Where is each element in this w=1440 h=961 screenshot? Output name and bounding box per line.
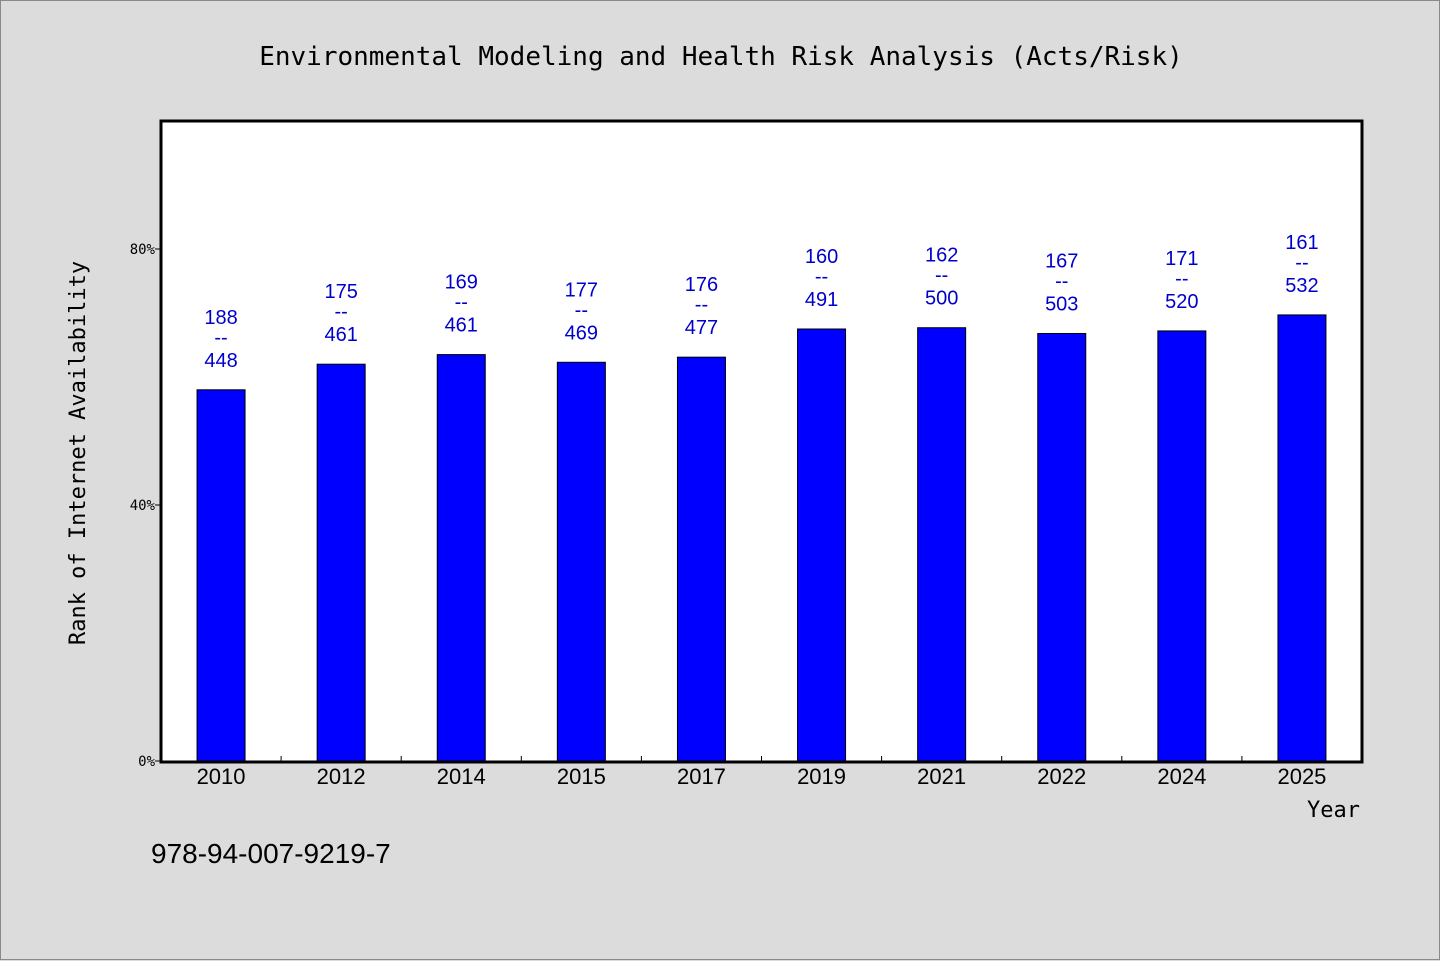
x-tick-label: 2021 [917,764,966,789]
x-tick-label: 2024 [1157,764,1206,789]
data-label-separator: -- [575,299,588,321]
x-tick-label: 2022 [1037,764,1086,789]
y-tick-label: 80% [130,242,156,258]
data-label-separator: -- [1175,268,1188,290]
x-tick-label: 2019 [797,764,846,789]
data-label-separator: -- [455,292,468,314]
data-label-separator: -- [1055,270,1068,292]
data-label-top: 160 [805,246,838,268]
data-label-bottom: 461 [324,324,357,346]
data-label-top: 171 [1165,248,1198,270]
bar-2010 [196,389,246,762]
data-label-top: 169 [445,272,478,294]
data-label-top: 177 [565,279,598,301]
bar-2012 [316,363,366,762]
data-label-separator: -- [1295,252,1308,274]
data-label-bottom: 503 [1045,293,1078,315]
data-label-top: 167 [1045,250,1078,272]
data-label-separator: -- [334,301,347,323]
data-label-top: 188 [204,307,237,329]
data-label-bottom: 520 [1165,291,1198,313]
data-label-separator: -- [935,265,948,287]
bar-2017 [676,356,726,762]
y-axis-label: Rank of Internet Availability [66,261,91,645]
data-label-top: 161 [1285,232,1318,254]
y-axis-ticks: 0% 40% 80% [130,242,161,770]
data-label-top: 162 [925,245,958,267]
x-tick-label: 2014 [437,764,486,789]
data-label-bottom: 477 [685,317,718,339]
data-labels: 188--448175--461169--461177--469176--477… [204,232,1318,372]
data-label-separator: -- [815,266,828,288]
data-label-bottom: 532 [1285,275,1318,297]
data-label-top: 175 [324,281,357,303]
isbn-text: 978-94-007-9219-7 [151,838,391,869]
data-label-separator: -- [214,327,227,349]
bar-2021 [917,327,967,762]
chart-title: Environmental Modeling and Health Risk A… [259,42,1183,72]
bar-series [196,314,1327,762]
data-label-top: 176 [685,274,718,296]
bar-2014 [436,354,486,762]
y-tick-label: 40% [130,498,156,514]
x-tick-label: 2010 [197,764,246,789]
x-tick-label: 2012 [317,764,366,789]
bar-2025 [1277,314,1327,762]
data-label-bottom: 491 [805,289,838,311]
x-tick-label: 2017 [677,764,726,789]
data-label-bottom: 461 [445,315,478,337]
x-tick-label: 2015 [557,764,606,789]
x-tick-label: 2025 [1277,764,1326,789]
x-axis-label: Year [1307,798,1360,823]
data-label-bottom: 500 [925,288,958,310]
bar-2015 [556,361,606,762]
data-label-bottom: 448 [204,350,237,372]
x-axis-ticks: 2010 2012 2014 2015 2017 2019 2021 2022 2024 2025 [197,756,1326,789]
bar-2019 [797,328,847,762]
bar-2022 [1037,332,1087,762]
y-tick-label: 0% [138,754,155,770]
bar-2024 [1157,330,1207,762]
data-label-bottom: 469 [565,322,598,344]
data-label-separator: -- [695,294,708,316]
